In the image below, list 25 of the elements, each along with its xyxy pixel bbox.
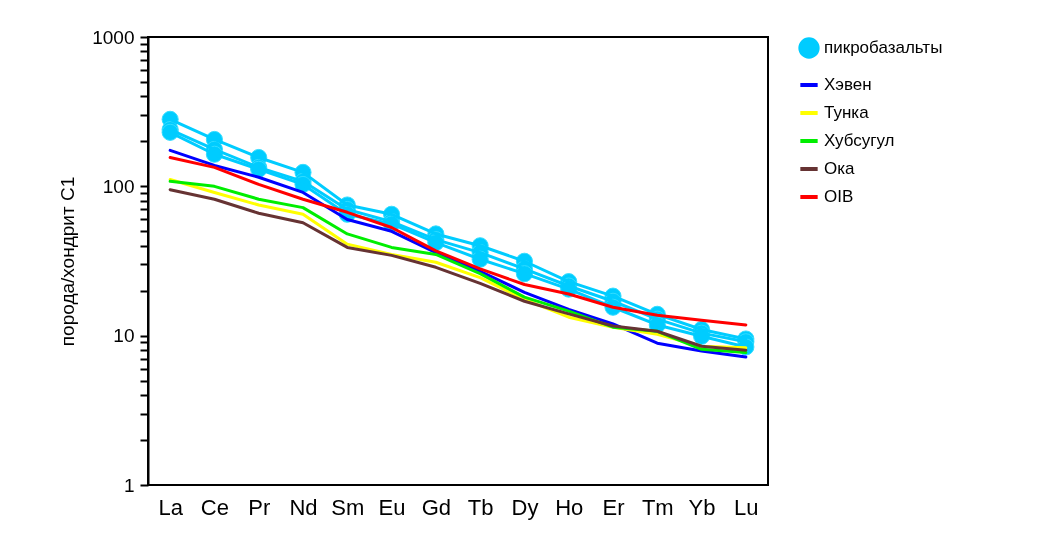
x-tick-label: Gd [421, 494, 452, 520]
x-tick-label: Tb [467, 494, 494, 520]
x-tick-label: Ho [555, 494, 584, 520]
x-tick-label: Er [602, 494, 625, 520]
y-tick-label: 10 [113, 325, 135, 347]
x-tick-label: Eu [378, 494, 406, 520]
x-tick-label: Tm [641, 494, 674, 520]
x-tick-label: Ce [200, 494, 229, 520]
y-tick-label: 1 [123, 474, 135, 496]
x-tick-label: Yb [688, 494, 716, 520]
x-tick-label: Lu [734, 494, 759, 520]
y-axis-title: порода/хондрит С1 [57, 176, 79, 347]
legend-label: OIB [824, 187, 854, 206]
y-tick-label: 100 [102, 175, 135, 197]
legend-label: Хубсугул [824, 131, 895, 150]
x-tick-label: Pr [248, 494, 271, 520]
x-tick-label: Dy [511, 494, 539, 520]
legend-label: Ока [824, 159, 856, 178]
legend-label: Хэвен [824, 75, 872, 94]
legend-label: Тунка [824, 103, 870, 122]
x-tick-label: Sm [331, 494, 365, 520]
x-tick-label: La [158, 494, 184, 520]
legend-label: пикробазальты [824, 38, 943, 57]
y-tick-label: 1000 [92, 26, 135, 48]
x-tick-label: Nd [289, 494, 318, 520]
